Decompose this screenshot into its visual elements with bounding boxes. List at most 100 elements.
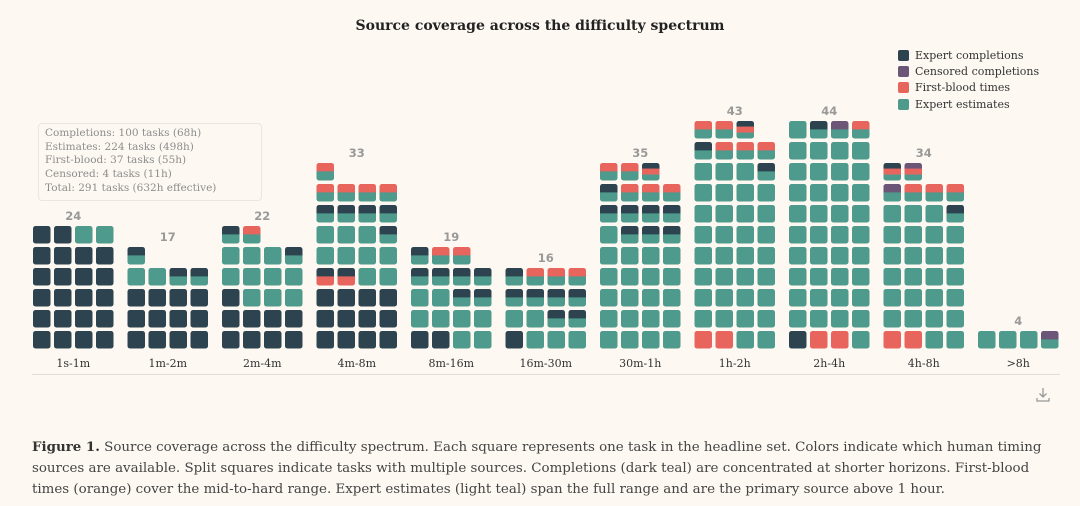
square-segment (264, 289, 282, 307)
square-segment (715, 289, 733, 307)
task-square (925, 289, 943, 307)
square-segment (883, 226, 901, 244)
task-square (904, 226, 922, 244)
task-square (925, 226, 943, 244)
task-square (663, 205, 681, 223)
square-segment (883, 192, 901, 202)
task-square (358, 226, 376, 244)
square-segment (568, 268, 586, 277)
square-segment (789, 331, 807, 349)
task-square (904, 247, 922, 265)
square-segment (96, 247, 114, 265)
task-square (285, 331, 303, 349)
task-square (54, 268, 72, 286)
download-icon[interactable] (1035, 386, 1051, 404)
square-segment (852, 268, 870, 286)
task-square (946, 310, 964, 328)
square-segment (852, 289, 870, 307)
task-square (54, 331, 72, 349)
task-square (169, 268, 187, 286)
square-segment (925, 226, 943, 244)
square-segment (757, 310, 775, 328)
task-square (715, 247, 733, 265)
bin-count-label: 24 (65, 209, 81, 223)
square-segment (285, 289, 303, 307)
square-segment (505, 331, 523, 349)
square-segment (831, 226, 849, 244)
task-square (904, 289, 922, 307)
square-segment (736, 310, 754, 328)
square-segment (810, 184, 828, 202)
square-segment (883, 184, 901, 193)
square-segment (54, 268, 72, 286)
task-square (925, 184, 943, 202)
square-segment (169, 268, 187, 277)
square-segment (411, 247, 429, 256)
square-segment (1041, 331, 1059, 340)
legend: Expert completions Censored completions … (898, 47, 1039, 112)
task-square (642, 289, 660, 307)
task-square (169, 331, 187, 349)
square-segment (715, 163, 733, 181)
task-square (96, 289, 114, 307)
bin-count-label: 35 (632, 146, 648, 160)
square-segment (663, 192, 681, 202)
square-segment (127, 331, 145, 349)
square-segment (358, 289, 376, 307)
task-square (337, 310, 355, 328)
square-segment (715, 150, 733, 160)
square-segment (600, 213, 618, 223)
square-segment (621, 331, 639, 349)
square-segment (264, 331, 282, 349)
square-segment (925, 310, 943, 328)
task-square (925, 268, 943, 286)
square-segment (694, 163, 712, 181)
task-square (831, 310, 849, 328)
task-square (757, 289, 775, 307)
task-square (789, 310, 807, 328)
square-segment (621, 234, 639, 244)
square-segment (831, 121, 849, 130)
task-square (358, 184, 376, 202)
waffle-chart: 24 1s-1m 17 1m-2m 22 2m-4m 33 4m-8m 19 8m-16m 16 16… (32, 104, 1060, 375)
square-segment (852, 226, 870, 244)
square-segment (810, 289, 828, 307)
task-square (852, 268, 870, 286)
square-segment (831, 268, 849, 286)
square-segment (474, 268, 492, 277)
square-segment (316, 171, 334, 181)
square-segment (831, 247, 849, 265)
square-segment (358, 205, 376, 214)
square-segment (852, 142, 870, 160)
square-segment (757, 331, 775, 349)
task-square (453, 310, 471, 328)
task-square (736, 121, 754, 139)
square-segment (54, 247, 72, 265)
task-square (222, 247, 240, 265)
task-square (222, 268, 240, 286)
square-segment (715, 247, 733, 265)
task-square (285, 310, 303, 328)
square-segment (810, 247, 828, 265)
bin-count-label: 16 (538, 251, 554, 265)
task-square (789, 289, 807, 307)
task-square (337, 205, 355, 223)
square-segment (810, 331, 828, 349)
task-square (358, 205, 376, 223)
square-segment (736, 126, 754, 133)
square-segment (852, 163, 870, 181)
square-segment (757, 247, 775, 265)
task-square (715, 310, 733, 328)
legend-label: First-blood times (915, 81, 1011, 95)
task-square (831, 247, 849, 265)
square-segment (547, 297, 565, 307)
square-segment (264, 310, 282, 328)
square-segment (127, 268, 145, 286)
square-segment (736, 142, 754, 151)
square-segment (715, 310, 733, 328)
square-segment (694, 247, 712, 265)
square-segment (789, 289, 807, 307)
task-square (810, 121, 828, 139)
task-square (75, 268, 93, 286)
task-square (736, 331, 754, 349)
